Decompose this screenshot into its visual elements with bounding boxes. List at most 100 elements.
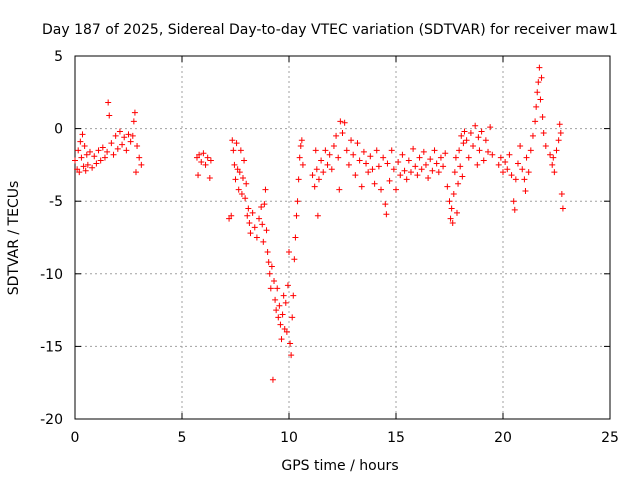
data-point: [358, 183, 365, 190]
data-point: [431, 147, 438, 154]
data-point: [259, 221, 266, 228]
data-point: [529, 132, 536, 139]
data-point: [127, 138, 134, 145]
data-point: [330, 143, 337, 150]
data-point: [451, 169, 458, 176]
data-point: [551, 169, 558, 176]
data-point: [246, 219, 253, 226]
data-point: [480, 157, 487, 164]
data-point: [294, 198, 301, 205]
data-point: [204, 154, 211, 161]
data-point: [131, 109, 138, 116]
data-point: [444, 183, 451, 190]
data-point: [339, 129, 346, 136]
data-point: [514, 160, 521, 167]
data-point: [500, 169, 506, 176]
data-point: [292, 234, 299, 241]
data-point: [410, 145, 417, 152]
data-point: [82, 167, 89, 174]
data-point: [286, 249, 292, 256]
data-point: [536, 64, 543, 71]
data-point: [136, 154, 143, 161]
x-axis-label: GPS time / hours: [281, 458, 398, 474]
data-point: [279, 311, 286, 318]
data-point: [367, 153, 374, 160]
data-point: [360, 148, 367, 155]
data-point: [343, 147, 350, 154]
data-point: [265, 259, 272, 266]
data-point: [236, 169, 243, 176]
data-point: [271, 278, 278, 285]
data-point: [395, 158, 402, 165]
data-point: [463, 137, 470, 144]
data-point: [435, 169, 442, 176]
data-point: [125, 131, 132, 138]
data-point: [295, 176, 302, 183]
data-point: [449, 219, 456, 226]
data-point: [280, 292, 287, 299]
data-point: [282, 299, 289, 306]
data-point: [130, 118, 137, 125]
data-point: [489, 151, 496, 158]
data-point: [542, 143, 549, 150]
data-point: [414, 172, 421, 179]
data-point: [429, 167, 436, 174]
data-point: [116, 128, 123, 135]
data-point: [297, 143, 304, 150]
data-point: [416, 154, 423, 161]
data-point: [459, 173, 466, 180]
data-point: [83, 151, 90, 158]
data-point: [251, 224, 258, 231]
x-tick-label: 0: [71, 430, 80, 446]
data-point: [453, 209, 460, 216]
grid-layer: [75, 56, 610, 419]
data-point: [422, 161, 429, 168]
data-point: [233, 140, 240, 147]
data-point: [371, 180, 378, 187]
data-point: [452, 154, 459, 161]
data-point: [324, 161, 331, 168]
data-point: [86, 148, 93, 155]
data-point: [114, 145, 121, 152]
data-point: [230, 147, 237, 154]
data-point: [472, 122, 479, 129]
chart-title: Day 187 of 2025, Sidereal Day-to-day VTE…: [42, 22, 618, 38]
data-point: [269, 376, 276, 383]
data-point: [390, 166, 397, 173]
data-point: [382, 201, 389, 208]
data-point: [504, 166, 511, 173]
data-point: [244, 212, 251, 219]
data-point: [275, 314, 282, 321]
data-point: [314, 212, 321, 219]
data-point: [519, 166, 526, 173]
data-point: [482, 137, 489, 144]
data-point: [89, 164, 96, 171]
x-tick-label: 15: [387, 430, 405, 446]
plot-frame: [74, 55, 611, 420]
data-point: [485, 148, 492, 155]
data-point: [245, 205, 252, 212]
data-point: [388, 147, 395, 154]
data-point: [261, 201, 268, 208]
data-point: [348, 137, 355, 144]
data-point: [467, 129, 474, 136]
data-point: [121, 134, 128, 141]
data-point: [405, 157, 412, 164]
data-point: [260, 238, 267, 245]
y-tick-label: 5: [54, 49, 63, 65]
data-point: [487, 124, 494, 131]
data-point: [418, 166, 425, 173]
data-point: [383, 211, 390, 218]
data-point: [99, 144, 106, 151]
data-point: [247, 230, 254, 237]
data-point: [550, 154, 557, 161]
data-point: [506, 151, 513, 158]
data-point: [311, 183, 318, 190]
data-point: [508, 172, 515, 179]
y-tick-label: -10: [40, 267, 63, 283]
data-point: [79, 131, 86, 138]
data-point: [333, 132, 340, 139]
data-point: [288, 352, 295, 359]
data-point: [538, 74, 545, 81]
